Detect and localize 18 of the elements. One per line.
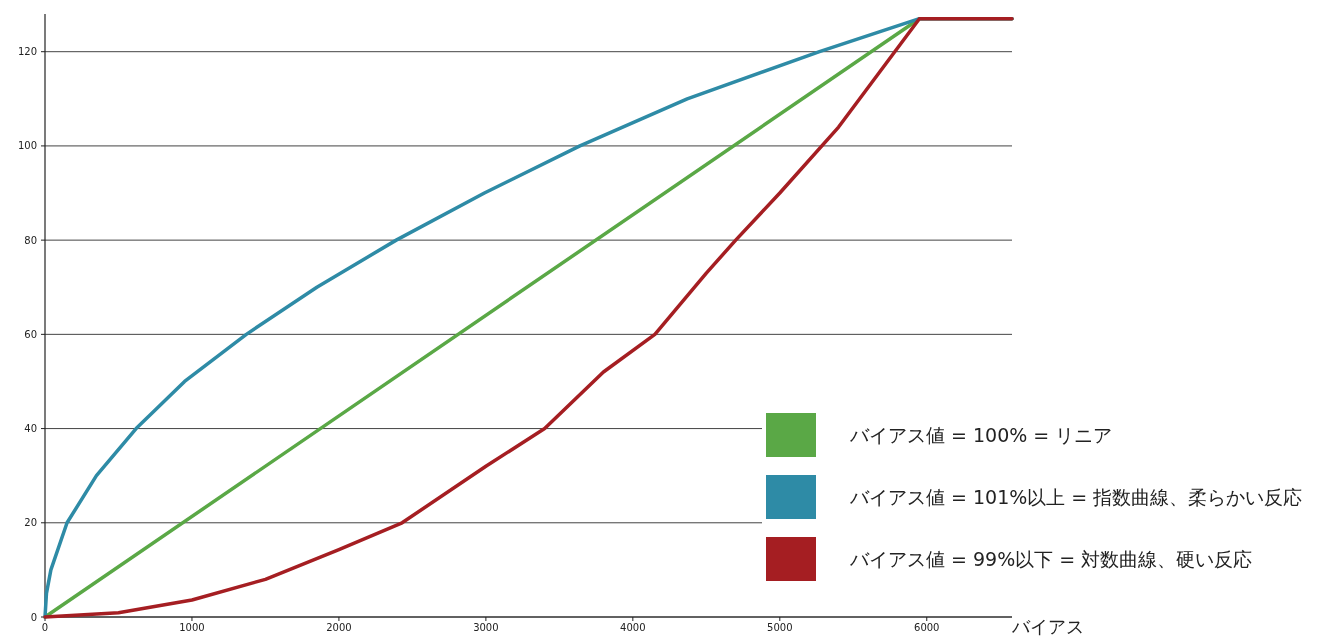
y-tick-label: 120 — [17, 46, 37, 58]
y-tick-label: 20 — [24, 517, 37, 529]
x-tick-label: 4000 — [620, 622, 646, 633]
y-tick-label: 0 — [30, 611, 37, 623]
y-tick-label: 100 — [17, 140, 37, 152]
x-axis-title: バイアス — [1011, 616, 1084, 637]
x-tick-label: 0 — [41, 622, 49, 633]
legend-label: バイアス値 = 99%以下 = 対数曲線、硬い反応 — [849, 547, 1253, 570]
x-tick-label: 1000 — [179, 622, 205, 633]
x-tick-label: 3000 — [473, 622, 499, 633]
x-tick-label: 2000 — [326, 622, 352, 633]
y-tick-label: 40 — [24, 423, 37, 435]
legend-label: バイアス値 = 100% = リニア — [849, 423, 1113, 446]
x-tick-label: 5000 — [767, 622, 793, 633]
y-tick-label: 60 — [24, 328, 37, 340]
legend-label: バイアス値 = 101%以上 = 指数曲線、柔らかい反応 — [849, 485, 1303, 508]
y-tick-label: 80 — [24, 234, 37, 246]
x-tick-label: 6000 — [914, 622, 940, 633]
